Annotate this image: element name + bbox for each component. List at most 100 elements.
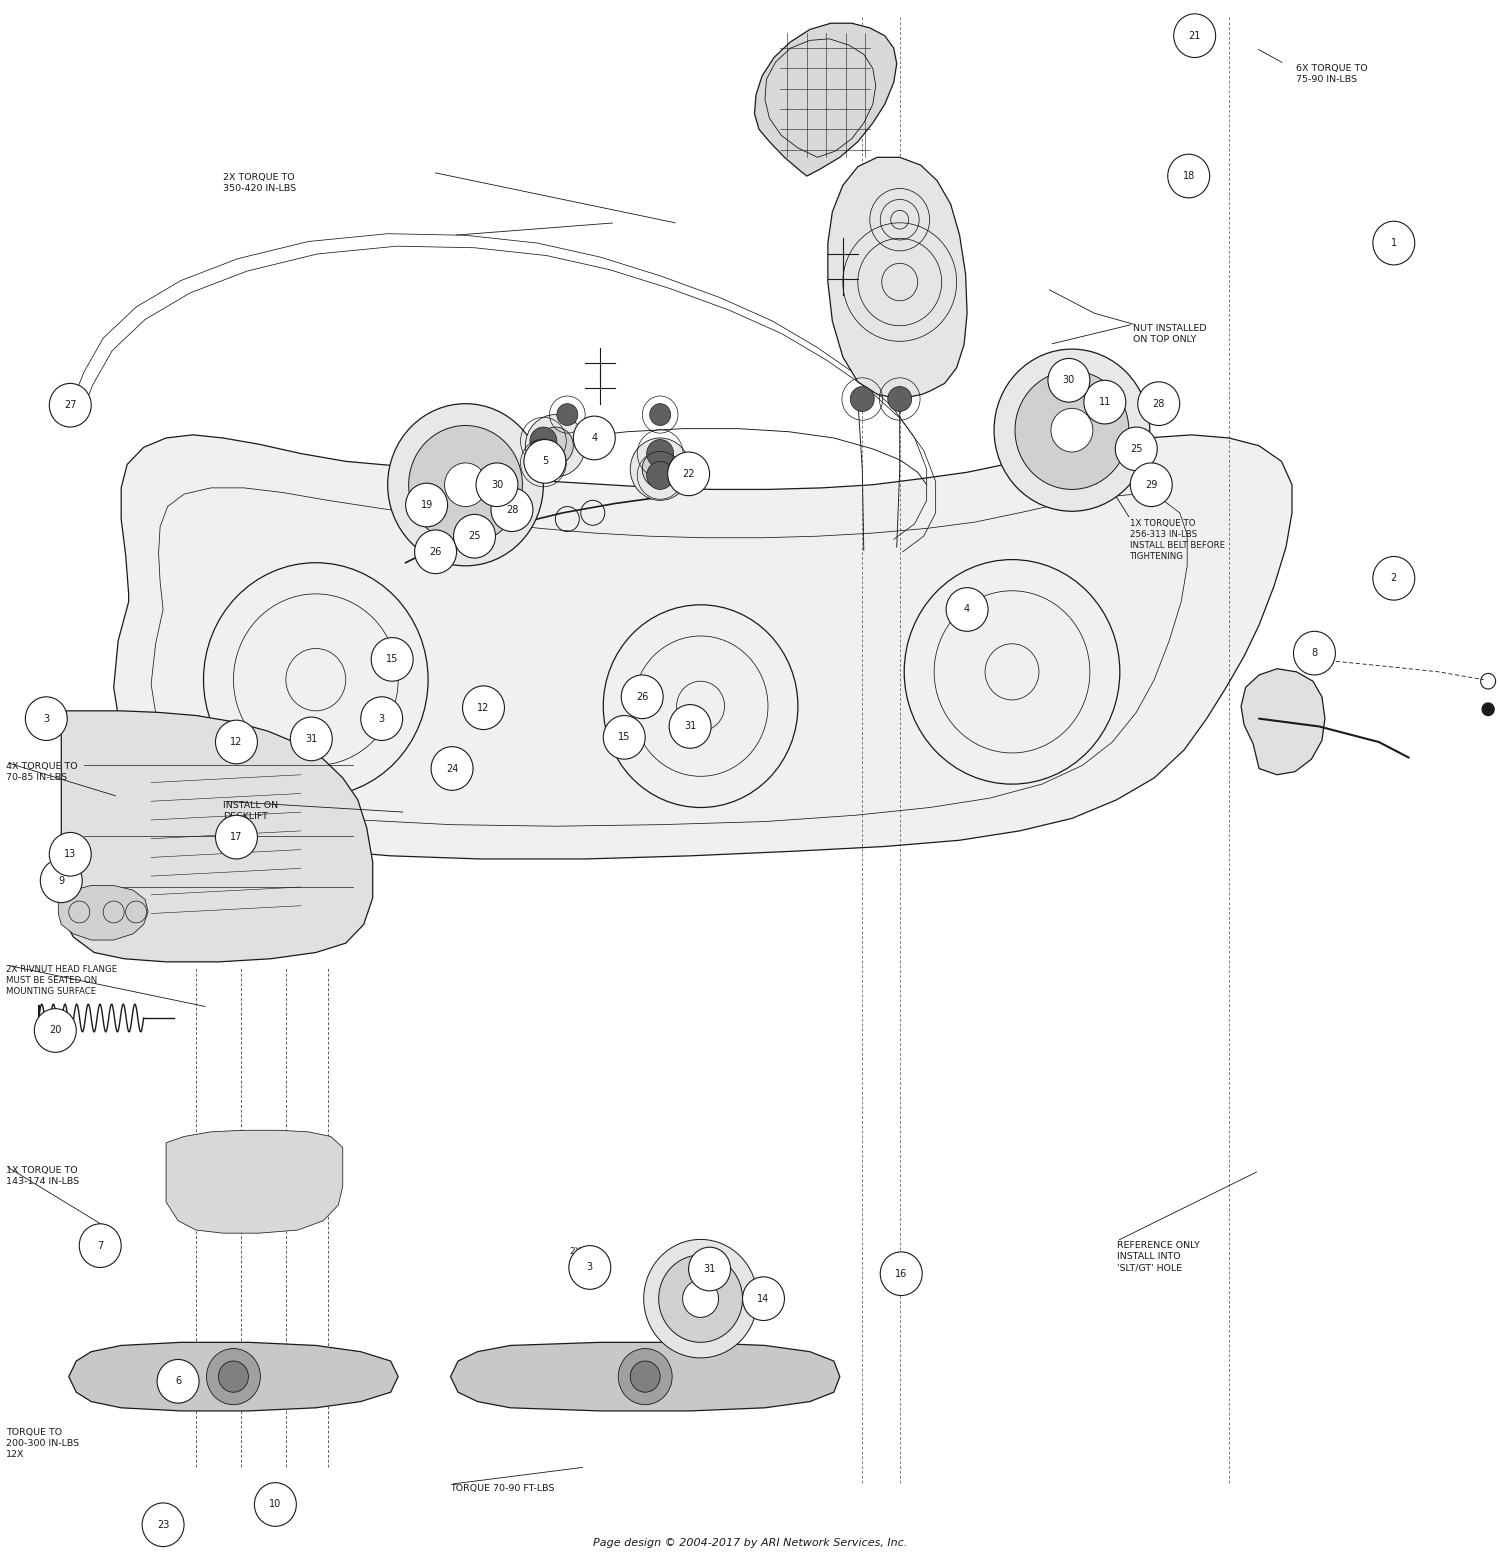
Text: REFERENCE ONLY
INSTALL INTO
'SLT/GT' HOLE: REFERENCE ONLY INSTALL INTO 'SLT/GT' HOL…: [1118, 1240, 1200, 1271]
Text: 29: 29: [1144, 480, 1158, 490]
Text: 19: 19: [420, 500, 432, 511]
Circle shape: [1167, 155, 1209, 198]
Text: 30: 30: [490, 480, 502, 490]
Text: 6: 6: [176, 1376, 181, 1387]
Circle shape: [537, 426, 573, 464]
Circle shape: [490, 487, 532, 531]
Circle shape: [888, 386, 912, 411]
Text: 14: 14: [758, 1293, 770, 1304]
Circle shape: [291, 717, 333, 761]
Circle shape: [219, 1361, 249, 1392]
Polygon shape: [166, 1131, 344, 1232]
Circle shape: [387, 403, 543, 565]
Polygon shape: [62, 711, 372, 962]
Circle shape: [1372, 222, 1414, 266]
Text: 6X TORQUE TO
75-90 IN-LBS: 6X TORQUE TO 75-90 IN-LBS: [1296, 64, 1368, 84]
Circle shape: [1293, 631, 1335, 675]
Circle shape: [476, 462, 518, 506]
Polygon shape: [450, 1342, 840, 1410]
Circle shape: [568, 1245, 610, 1289]
Circle shape: [444, 462, 486, 506]
Text: 31: 31: [684, 722, 696, 731]
Circle shape: [40, 859, 82, 903]
Text: 5: 5: [542, 456, 548, 467]
Text: 15: 15: [618, 733, 630, 742]
Text: 4: 4: [591, 433, 597, 444]
Text: 4X TORQUE TO
70-85 IN-LBS: 4X TORQUE TO 70-85 IN-LBS: [6, 762, 78, 783]
Circle shape: [658, 1254, 742, 1342]
Text: 12: 12: [231, 737, 243, 747]
Circle shape: [1173, 14, 1215, 58]
Text: 13: 13: [64, 850, 76, 859]
Circle shape: [530, 448, 556, 476]
Circle shape: [216, 720, 258, 764]
Text: 26: 26: [636, 692, 648, 701]
Circle shape: [50, 383, 92, 426]
Circle shape: [603, 715, 645, 759]
Circle shape: [158, 1359, 200, 1403]
Circle shape: [414, 530, 456, 573]
Circle shape: [360, 697, 402, 740]
Circle shape: [1048, 358, 1090, 401]
Circle shape: [688, 1246, 730, 1290]
Text: 27: 27: [64, 400, 76, 411]
Text: 8: 8: [1311, 648, 1317, 658]
Text: 2X: 2X: [702, 1248, 714, 1256]
Text: TORQUE TO
200-300 IN-LBS
12X: TORQUE TO 200-300 IN-LBS 12X: [6, 1428, 80, 1459]
Text: 28: 28: [506, 505, 518, 515]
Text: 12X: 12X: [111, 1353, 129, 1362]
Circle shape: [1116, 426, 1156, 470]
Circle shape: [530, 426, 556, 455]
Text: 3: 3: [44, 714, 50, 723]
Circle shape: [80, 1223, 122, 1267]
Circle shape: [525, 414, 585, 476]
Circle shape: [453, 514, 495, 558]
Text: 15: 15: [386, 654, 399, 664]
Circle shape: [642, 450, 678, 487]
Text: 24: 24: [446, 764, 458, 773]
Text: 7: 7: [98, 1240, 104, 1251]
Circle shape: [207, 1348, 261, 1404]
Circle shape: [646, 461, 674, 489]
Polygon shape: [58, 886, 148, 940]
Text: 20: 20: [50, 1026, 62, 1036]
Text: TORQUE 70-90 FT-LBS: TORQUE 70-90 FT-LBS: [450, 1484, 555, 1493]
Circle shape: [1131, 462, 1172, 506]
Text: 4: 4: [964, 604, 970, 614]
Circle shape: [50, 833, 92, 876]
Circle shape: [216, 815, 258, 859]
Circle shape: [618, 1348, 672, 1404]
Text: 23: 23: [158, 1520, 170, 1529]
Text: 2: 2: [1390, 573, 1396, 583]
Circle shape: [946, 587, 988, 631]
Circle shape: [630, 437, 690, 500]
Circle shape: [621, 675, 663, 719]
Text: 10: 10: [270, 1500, 282, 1509]
Circle shape: [26, 697, 68, 740]
Polygon shape: [828, 158, 968, 398]
Circle shape: [650, 403, 670, 425]
Circle shape: [646, 439, 674, 467]
Text: 2X: 2X: [568, 1248, 580, 1256]
Circle shape: [556, 403, 578, 425]
Text: 22: 22: [682, 469, 694, 480]
Circle shape: [524, 439, 566, 483]
Circle shape: [1372, 556, 1414, 600]
Text: INSTALL ON
DECKLIFT: INSTALL ON DECKLIFT: [224, 801, 278, 822]
Circle shape: [408, 425, 522, 544]
Text: 26: 26: [429, 547, 442, 556]
Circle shape: [1016, 370, 1130, 489]
Circle shape: [1138, 381, 1179, 425]
Polygon shape: [1240, 669, 1324, 775]
Circle shape: [430, 747, 472, 790]
Circle shape: [370, 637, 413, 681]
Text: 3: 3: [378, 714, 384, 723]
Text: 1X TORQUE TO
143-174 IN-LBS: 1X TORQUE TO 143-174 IN-LBS: [6, 1167, 80, 1186]
Circle shape: [682, 1279, 718, 1317]
Text: 3: 3: [586, 1262, 592, 1273]
Text: 28: 28: [1152, 398, 1166, 409]
Circle shape: [1052, 408, 1094, 451]
Polygon shape: [69, 1342, 398, 1410]
Circle shape: [668, 451, 710, 495]
Circle shape: [850, 386, 874, 411]
